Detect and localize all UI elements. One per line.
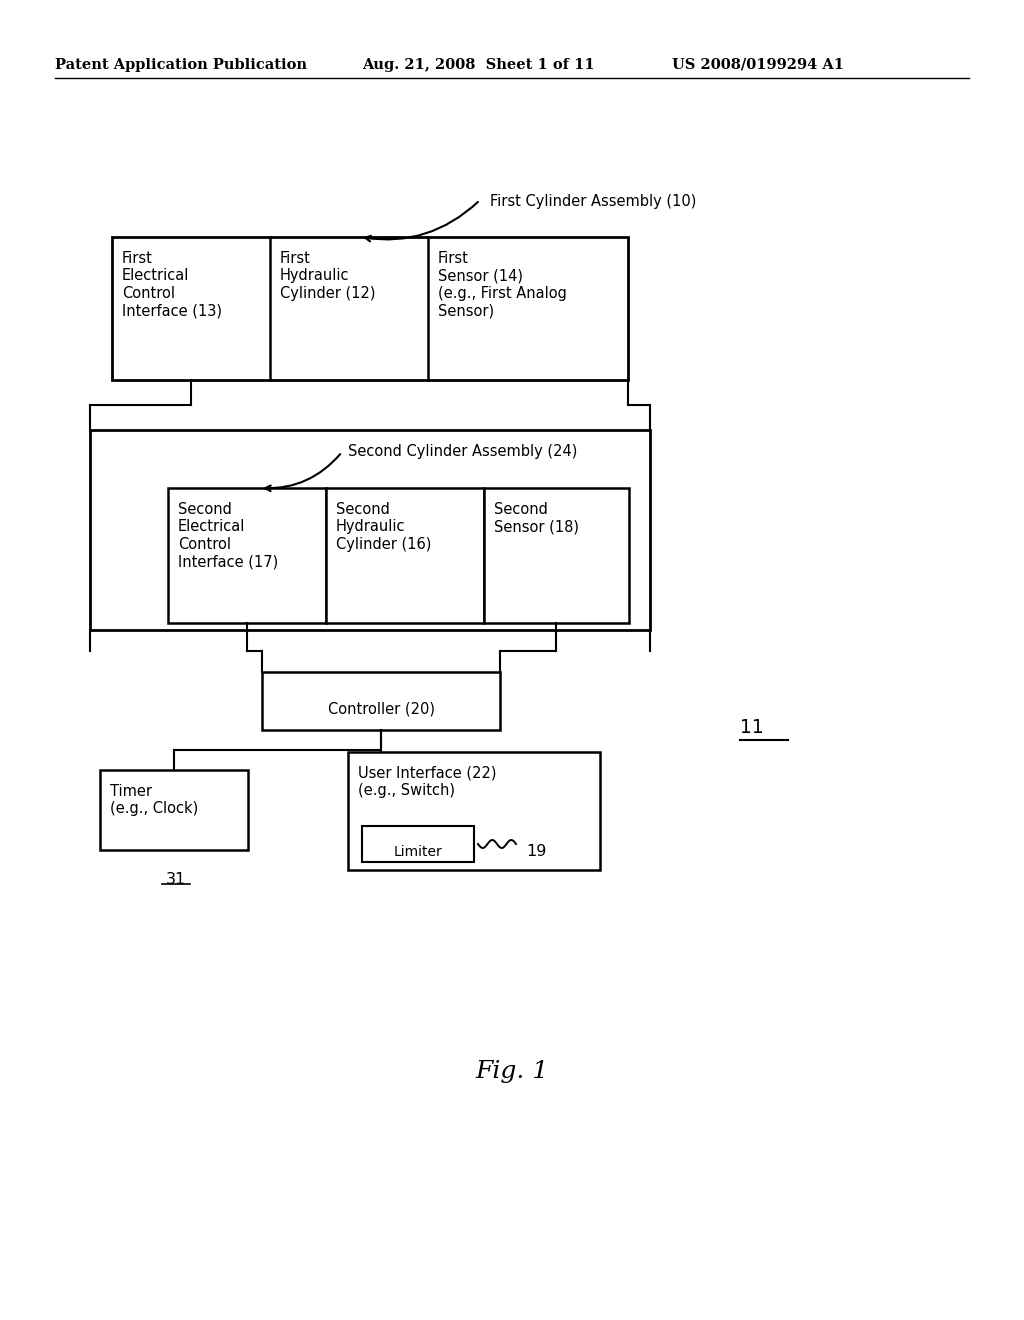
Text: Second
Sensor (18): Second Sensor (18) <box>494 502 579 535</box>
Text: First
Hydraulic
Cylinder (12): First Hydraulic Cylinder (12) <box>280 251 376 301</box>
Bar <box>112 238 628 380</box>
Text: 19: 19 <box>526 845 547 859</box>
Text: First
Sensor (14)
(e.g., First Analog
Sensor): First Sensor (14) (e.g., First Analog Se… <box>438 251 567 318</box>
Text: Timer
(e.g., Clock): Timer (e.g., Clock) <box>110 784 199 816</box>
Text: 31: 31 <box>166 873 186 887</box>
Text: Aug. 21, 2008  Sheet 1 of 11: Aug. 21, 2008 Sheet 1 of 11 <box>362 58 595 73</box>
Text: Patent Application Publication: Patent Application Publication <box>55 58 307 73</box>
Text: Second Cylinder Assembly (24): Second Cylinder Assembly (24) <box>348 444 578 459</box>
Bar <box>362 826 474 862</box>
Text: User Interface (22)
(e.g., Switch): User Interface (22) (e.g., Switch) <box>358 766 497 799</box>
Text: Second
Hydraulic
Cylinder (16): Second Hydraulic Cylinder (16) <box>336 502 431 552</box>
Text: US 2008/0199294 A1: US 2008/0199294 A1 <box>672 58 844 73</box>
Bar <box>326 488 484 623</box>
Text: Limiter: Limiter <box>393 845 442 859</box>
Text: First
Electrical
Control
Interface (13): First Electrical Control Interface (13) <box>122 251 222 318</box>
Bar <box>484 488 629 623</box>
Bar <box>348 752 600 870</box>
Bar <box>90 430 650 630</box>
Text: Second
Electrical
Control
Interface (17): Second Electrical Control Interface (17) <box>178 502 279 569</box>
Text: Controller (20): Controller (20) <box>328 701 434 717</box>
Bar <box>168 488 326 623</box>
Bar <box>100 770 248 850</box>
Text: 11: 11 <box>740 718 764 737</box>
Text: First Cylinder Assembly (10): First Cylinder Assembly (10) <box>490 194 696 209</box>
Bar <box>262 672 500 730</box>
Text: Fig. 1: Fig. 1 <box>475 1060 549 1082</box>
